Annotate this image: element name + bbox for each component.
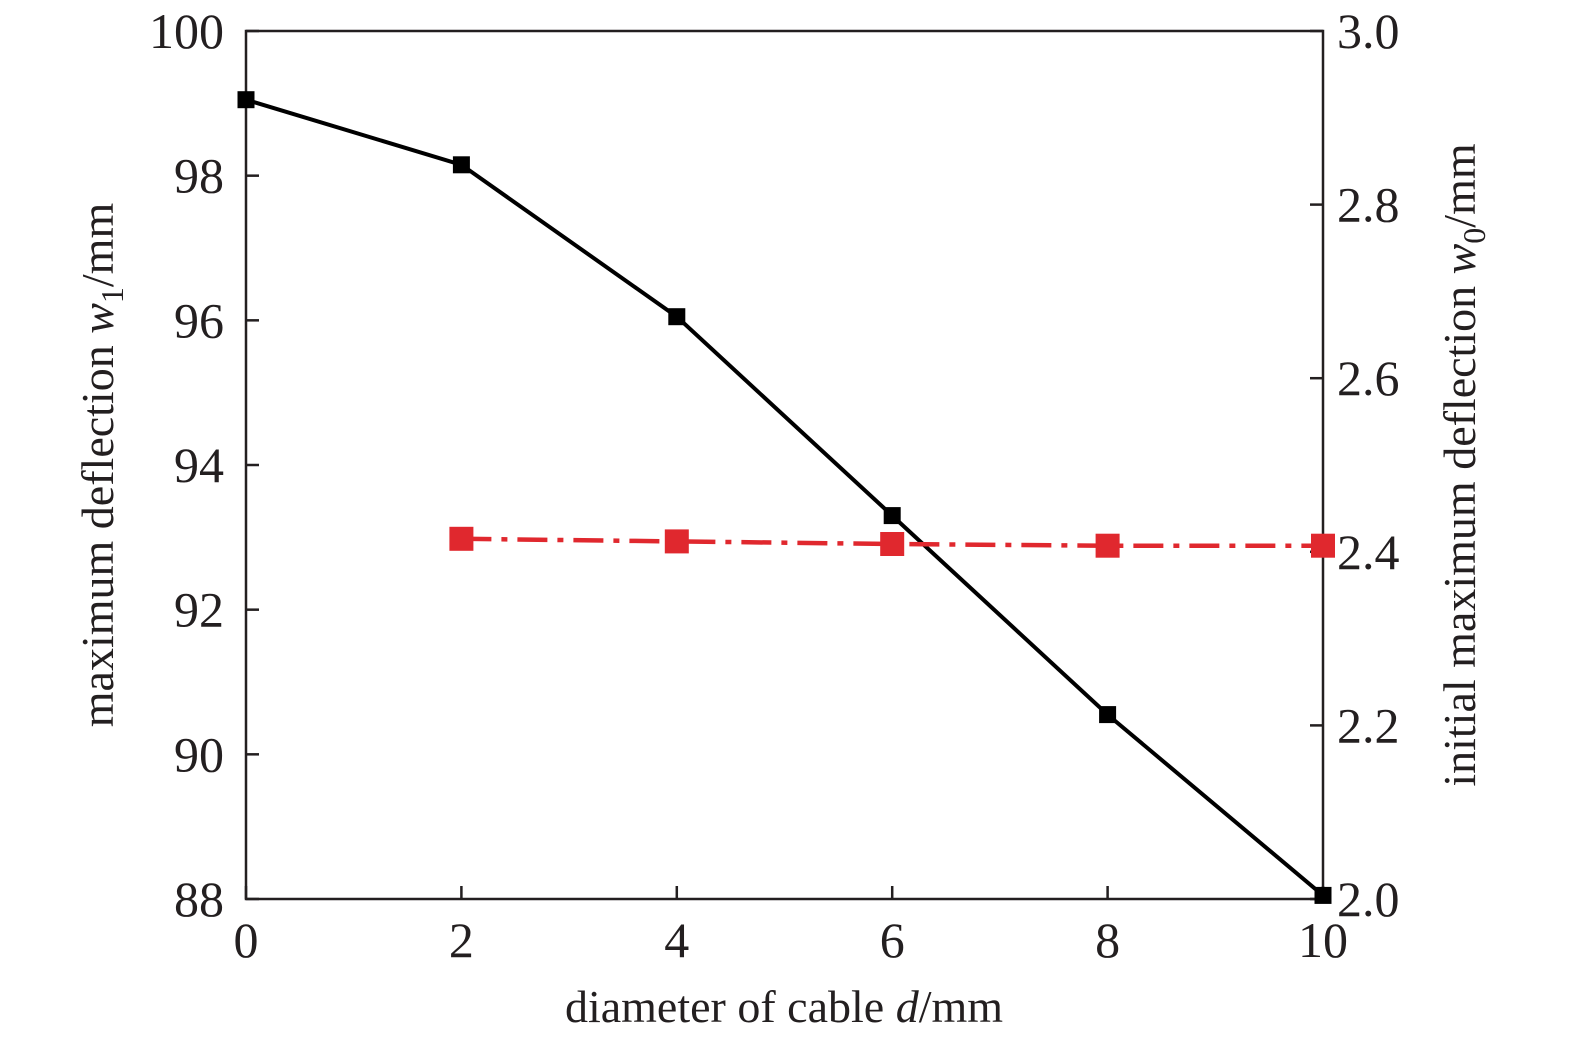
series-layer bbox=[237, 91, 1335, 904]
y-left-tick-label-0: 88 bbox=[174, 871, 224, 927]
x-axis-label-unit: /mm bbox=[919, 981, 1004, 1032]
x-tick-label-3: 6 bbox=[880, 912, 905, 968]
y-left-tick-label-2: 92 bbox=[174, 582, 224, 638]
y-right-tick-label-0: 2.0 bbox=[1337, 871, 1400, 927]
x-axis-label-var: d bbox=[896, 981, 920, 1032]
y-axis-left-label-unit: /mm bbox=[72, 203, 123, 288]
y-right-tick-label-3: 2.6 bbox=[1337, 350, 1400, 406]
y-axis-left-label-sub: 1 bbox=[94, 287, 130, 303]
x-tick-label-1: 2 bbox=[449, 912, 474, 968]
series-0-point-5 bbox=[1314, 886, 1332, 904]
series-1-point-0 bbox=[449, 526, 474, 551]
x-tick-label-2: 4 bbox=[664, 912, 689, 968]
y-axis-right-label-unit: /mm bbox=[1434, 143, 1485, 228]
y-right-tick-label-4: 2.8 bbox=[1337, 177, 1400, 233]
y-left-tick-label-5: 98 bbox=[174, 148, 224, 204]
series-1-point-1 bbox=[664, 529, 689, 554]
y-left-tick-label-6: 100 bbox=[149, 3, 224, 59]
series-0-point-3 bbox=[883, 507, 901, 525]
y-axis-left-label: maximum deflection w1/mm bbox=[72, 203, 130, 728]
series-0-point-2 bbox=[668, 308, 686, 326]
series-0-point-4 bbox=[1099, 706, 1117, 724]
y-axis-right-label-var: w bbox=[1434, 243, 1485, 274]
y-axis-right-label-prefix: initial maximum deflection bbox=[1434, 274, 1485, 786]
x-tick-label-5: 10 bbox=[1298, 912, 1348, 968]
series-1-point-3 bbox=[1095, 533, 1120, 558]
y-right-tick-label-2: 2.4 bbox=[1337, 524, 1400, 580]
y-axis-left-label-var: w bbox=[72, 303, 123, 334]
x-axis-label-prefix: diameter of cable bbox=[565, 981, 896, 1032]
series-1-point-4 bbox=[1311, 533, 1335, 558]
x-tick-label-4: 8 bbox=[1095, 912, 1120, 968]
series-0-point-1 bbox=[452, 156, 470, 174]
y-left-tick-label-3: 94 bbox=[174, 437, 224, 493]
series-0-line bbox=[245, 97, 1325, 897]
y-axis-left-label-prefix: maximum deflection bbox=[72, 334, 123, 727]
y-right-tick-label-1: 2.2 bbox=[1337, 697, 1400, 753]
y-axis-right-label-sub: 0 bbox=[1456, 228, 1492, 244]
ticks-layer: 0 2 4 6 8 10 88 90 92 94 96 98 100 2.0 2.2 2.4 2.6 2.8 3.0 bbox=[149, 3, 1400, 968]
series-0-point-0 bbox=[237, 91, 255, 109]
y-axis-right-label: initial maximum deflection w0/mm bbox=[1434, 143, 1492, 787]
y-left-tick-label-4: 96 bbox=[174, 292, 224, 348]
x-tick-label-0: 0 bbox=[234, 912, 259, 968]
series-1-point-2 bbox=[880, 532, 905, 556]
y-left-tick-label-1: 90 bbox=[174, 726, 224, 782]
y-right-tick-label-5: 3.0 bbox=[1337, 3, 1400, 59]
plot-frame bbox=[244, 29, 1325, 901]
x-axis-label: diameter of cable d/mm bbox=[565, 981, 1003, 1032]
